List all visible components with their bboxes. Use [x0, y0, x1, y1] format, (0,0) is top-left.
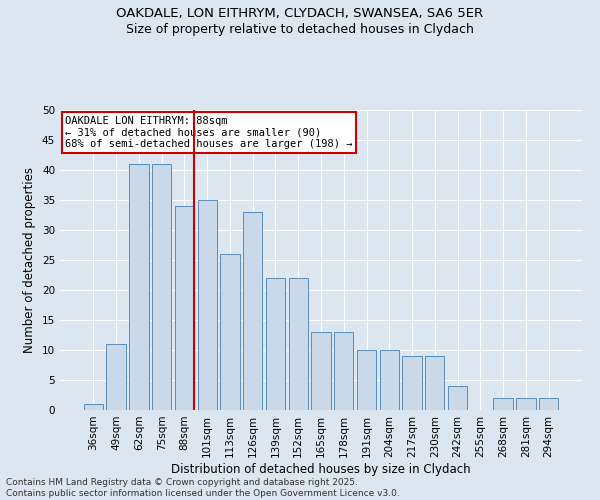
Bar: [243, 212, 262, 410]
Bar: [197, 200, 217, 410]
Bar: [84, 404, 103, 410]
Bar: [425, 356, 445, 410]
Bar: [448, 386, 467, 410]
Bar: [380, 350, 399, 410]
Bar: [493, 398, 513, 410]
Bar: [357, 350, 376, 410]
Bar: [220, 254, 239, 410]
Text: Contains HM Land Registry data © Crown copyright and database right 2025.
Contai: Contains HM Land Registry data © Crown c…: [6, 478, 400, 498]
Bar: [175, 206, 194, 410]
Bar: [106, 344, 126, 410]
Bar: [516, 398, 536, 410]
Y-axis label: Number of detached properties: Number of detached properties: [23, 167, 37, 353]
X-axis label: Distribution of detached houses by size in Clydach: Distribution of detached houses by size …: [171, 462, 471, 475]
Bar: [334, 332, 353, 410]
Text: OAKDALE, LON EITHRYM, CLYDACH, SWANSEA, SA6 5ER: OAKDALE, LON EITHRYM, CLYDACH, SWANSEA, …: [116, 8, 484, 20]
Text: OAKDALE LON EITHRYM: 88sqm
← 31% of detached houses are smaller (90)
68% of semi: OAKDALE LON EITHRYM: 88sqm ← 31% of deta…: [65, 116, 353, 149]
Bar: [403, 356, 422, 410]
Bar: [266, 278, 285, 410]
Bar: [152, 164, 172, 410]
Bar: [289, 278, 308, 410]
Bar: [539, 398, 558, 410]
Text: Size of property relative to detached houses in Clydach: Size of property relative to detached ho…: [126, 22, 474, 36]
Bar: [129, 164, 149, 410]
Bar: [311, 332, 331, 410]
